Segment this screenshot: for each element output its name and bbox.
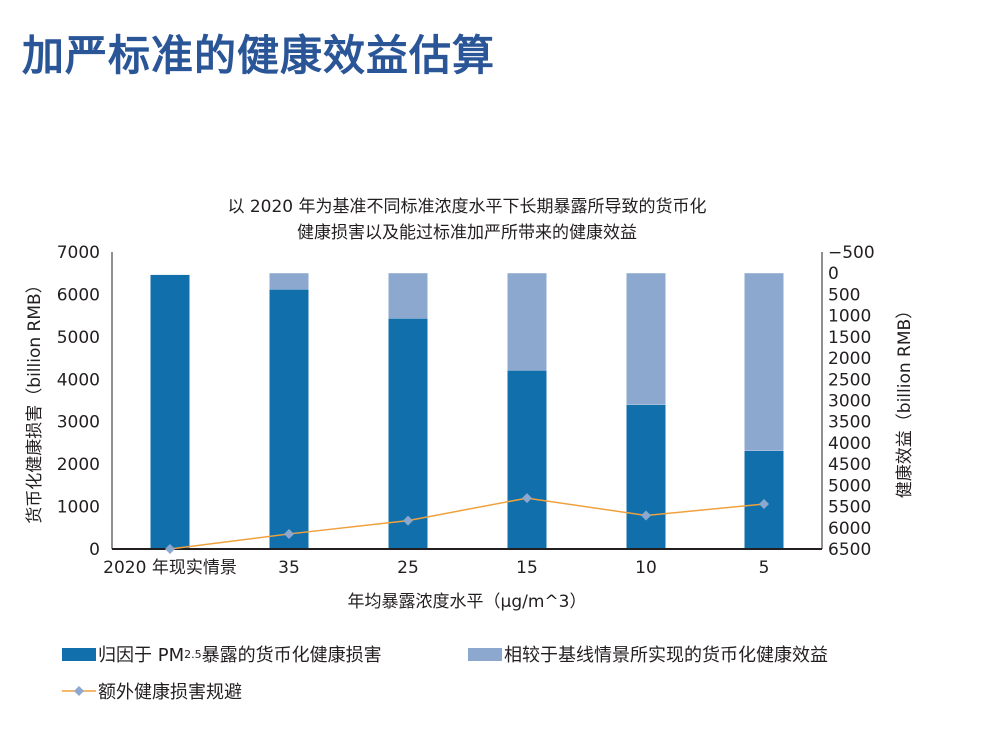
x-axis-label: 年均暴露浓度水平（μg/m^3） [348,592,587,612]
y2-tick-label: 1500 [828,328,871,348]
bar-benefit [388,273,428,319]
bar-benefit [626,273,666,405]
bar-damage [507,370,547,549]
y2-tick-label: 1000 [828,307,871,327]
x-tick-label: 2020 年现实情景 [103,558,237,578]
bar-damage [150,274,190,549]
y2-tick-label: 4500 [828,455,871,475]
bar-benefit [744,273,784,451]
line-point [165,544,175,554]
x-tick-label: 35 [278,558,300,578]
x-tick-label: 15 [516,558,538,578]
x-tick-label: 10 [635,558,657,578]
legend-item-damage: 归因于 PM 2.5 暴露的货币化健康损害 [62,641,382,667]
legend-item-benefit: 相较于基线情景所实现的货币化健康效益 [468,641,828,667]
legend-swatch-damage [62,647,96,661]
y2-tick-label: 500 [828,285,860,305]
y2-tick-label: 5500 [828,498,871,518]
y-axis-label: 货币化健康损害（billion RMB） [25,276,45,523]
y-tick-label: 0 [89,540,100,560]
y2-tick-label: 3500 [828,413,871,433]
legend-label-sub: 2.5 [184,647,202,661]
y2-tick-label: 3000 [828,392,871,412]
y-tick-label: 6000 [57,285,100,305]
y-tick-label: 3000 [57,413,100,433]
y-tick-label: 4000 [57,370,100,390]
line-series [169,497,765,550]
bar-benefit [507,273,547,371]
legend-item-line: 额外健康损害规避 [62,678,242,704]
legend-line-marker-icon [62,686,96,696]
bar-damage [626,404,666,549]
y2-tick-label: −500 [828,243,875,263]
y-tick-label: 2000 [57,455,100,475]
y2-tick-label: 2500 [828,370,871,390]
x-tick-label: 25 [397,558,419,578]
line-point [403,515,413,526]
legend-label: 暴露的货币化健康损害 [201,645,382,666]
line-point [641,510,651,521]
chart-title: 健康损害以及能过标准加严所带来的健康效益 [297,223,637,243]
y2-tick-label: 2000 [828,349,871,369]
y2-tick-label: 5000 [828,476,871,496]
y2-axis-label: 健康效益（billion RMB） [895,302,915,498]
y-tick-label: 5000 [57,328,100,348]
y-tick-label: 1000 [57,498,100,518]
line-point [284,528,294,539]
legend-swatch-benefit [468,647,502,661]
y-tick-label: 7000 [57,243,100,263]
legend-label: 归因于 PM [98,645,185,666]
legend-label: 相较于基线情景所实现的货币化健康效益 [504,645,828,666]
y2-tick-label: 6500 [828,540,871,560]
x-tick-label: 5 [759,558,770,578]
bar-damage [388,318,428,549]
line-point [522,493,532,504]
y2-tick-label: 6000 [828,519,871,539]
page-title: 加严标准的健康效益估算 [22,31,496,80]
y2-tick-label: 0 [828,264,839,284]
bar-damage [269,289,309,549]
line-point [759,499,769,510]
bar-benefit [269,273,309,290]
y2-tick-label: 4000 [828,434,871,454]
legend-label: 额外健康损害规避 [98,682,242,703]
chart-title: 以 2020 年为基准不同标准浓度水平下长期暴露所导致的货币化 [227,197,706,217]
